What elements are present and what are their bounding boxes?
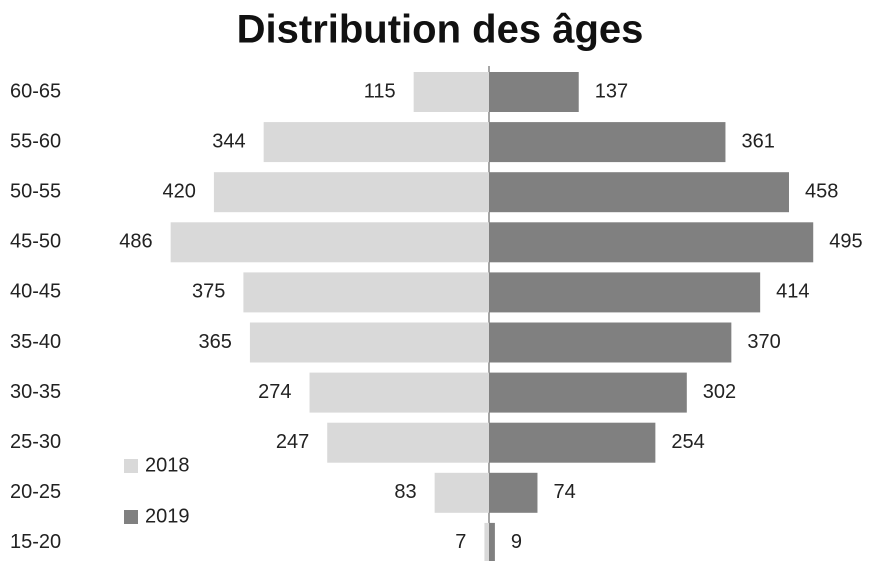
data-label: 361 <box>741 130 774 152</box>
data-label: 247 <box>276 431 309 453</box>
bar <box>489 422 656 463</box>
data-label: 74 <box>553 481 575 503</box>
bar <box>489 472 538 513</box>
bar <box>413 72 489 112</box>
bar <box>263 122 489 163</box>
bar <box>434 472 489 513</box>
bar <box>489 272 761 313</box>
y-tick-label: 25-30 <box>10 431 61 453</box>
y-tick-label: 30-35 <box>10 381 61 403</box>
bar <box>170 222 490 263</box>
bar <box>489 522 495 561</box>
data-label: 83 <box>394 481 416 503</box>
y-tick-label: 45-50 <box>10 231 61 253</box>
data-label: 370 <box>747 331 780 353</box>
y-tick-label: 40-45 <box>10 281 61 303</box>
bar <box>243 272 489 313</box>
data-label: 302 <box>703 381 736 403</box>
bar <box>489 122 726 163</box>
y-tick-label: 50-55 <box>10 180 61 202</box>
data-label: 274 <box>258 381 291 403</box>
data-label: 365 <box>199 331 232 353</box>
y-tick-label: 15-20 <box>10 531 61 553</box>
data-label: 458 <box>805 180 838 202</box>
data-label: 254 <box>671 431 704 453</box>
chart-title: Distribution des âges <box>237 8 644 52</box>
data-label: 9 <box>511 531 522 553</box>
data-label: 115 <box>364 80 396 102</box>
bar <box>213 172 489 213</box>
data-label: 495 <box>829 231 862 253</box>
data-label: 7 <box>455 531 466 553</box>
bar <box>249 322 489 363</box>
data-label: 420 <box>163 180 196 202</box>
bar <box>309 372 489 413</box>
data-label: 375 <box>192 281 225 303</box>
y-tick-label: 60-65 <box>10 80 61 102</box>
y-tick-label: 35-40 <box>10 331 61 353</box>
bar <box>484 522 489 561</box>
bar <box>327 422 489 463</box>
bar <box>489 72 579 112</box>
bar <box>489 372 687 413</box>
bar <box>489 322 732 363</box>
data-label: 414 <box>776 281 809 303</box>
legend-label: 2018 <box>145 454 190 476</box>
bar <box>489 222 814 263</box>
data-label: 486 <box>119 231 152 253</box>
legend-label: 2019 <box>145 505 190 527</box>
y-tick-label: 55-60 <box>10 130 61 152</box>
data-label: 137 <box>595 80 628 102</box>
data-label: 344 <box>212 130 245 152</box>
legend-swatch <box>124 459 138 473</box>
legend-swatch <box>124 510 138 524</box>
y-tick-label: 20-25 <box>10 481 61 503</box>
bar <box>489 172 789 213</box>
